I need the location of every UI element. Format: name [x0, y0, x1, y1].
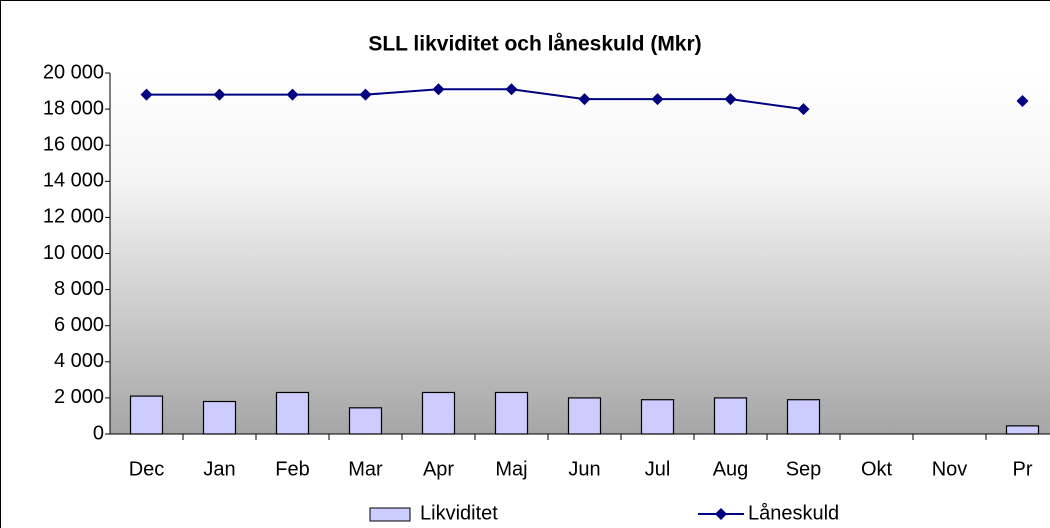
x-tick-label: Apr — [423, 458, 454, 480]
x-tick-label: Pr — [1013, 458, 1033, 480]
legend-marker — [715, 508, 727, 520]
marker — [359, 88, 372, 101]
bar — [202, 400, 237, 435]
y-tick-label: 8 000 — [54, 278, 104, 300]
y-tick-label: 12 000 — [43, 206, 104, 228]
y-tick-label: 14 000 — [43, 170, 104, 192]
bar — [640, 399, 675, 435]
x-tick-label: Aug — [713, 458, 749, 480]
plot-area — [110, 73, 1050, 434]
bar — [494, 391, 529, 435]
legend-label: Likviditet — [420, 502, 498, 524]
y-tick-label: 10 000 — [43, 242, 104, 264]
x-tick-label: Jul — [645, 458, 671, 480]
y-tick-label: 2 000 — [54, 386, 104, 408]
bar — [713, 397, 748, 435]
marker — [1016, 94, 1029, 107]
x-tick-label: Sep — [786, 458, 822, 480]
bar — [786, 399, 821, 435]
marker — [505, 83, 518, 96]
y-tick-label: 6 000 — [54, 314, 104, 336]
x-tick-label: Mar — [348, 458, 383, 480]
marker — [140, 88, 153, 101]
bar — [567, 397, 602, 435]
bar — [348, 407, 383, 435]
bar — [1005, 425, 1040, 435]
bar — [275, 391, 310, 435]
legend-swatch — [369, 507, 411, 522]
marker — [651, 93, 664, 106]
bar — [129, 395, 164, 435]
y-tick-label: 18 000 — [43, 97, 104, 119]
y-tick-label: 20 000 — [43, 61, 104, 83]
marker — [578, 93, 591, 106]
x-tick-label: Jun — [568, 458, 600, 480]
x-tick-label: Nov — [932, 458, 968, 480]
x-tick-label: Maj — [495, 458, 527, 480]
x-tick-label: Okt — [861, 458, 893, 480]
chart-title: SLL likviditet och låneskuld (Mkr) — [368, 33, 701, 56]
marker — [213, 88, 226, 101]
marker — [724, 93, 737, 106]
bar — [421, 391, 456, 435]
marker — [797, 103, 810, 116]
y-tick-label: 0 — [93, 422, 104, 444]
x-tick-label: Dec — [129, 458, 165, 480]
y-tick-label: 16 000 — [43, 133, 104, 155]
legend-label: Låneskuld — [748, 502, 839, 524]
x-tick-label: Jan — [203, 458, 235, 480]
marker — [432, 83, 445, 96]
marker — [286, 88, 299, 101]
y-tick-label: 4 000 — [54, 350, 104, 372]
x-tick-label: Feb — [275, 458, 309, 480]
